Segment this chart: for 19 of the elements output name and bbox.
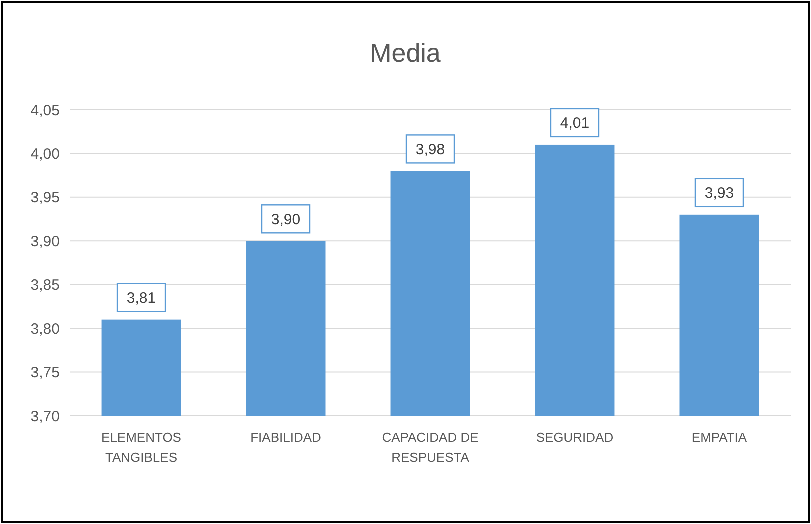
chart-title: Media	[370, 38, 442, 68]
data-label: 3,98	[416, 141, 446, 158]
data-label: 3,93	[704, 185, 734, 202]
x-tick-label: EMPATIA	[692, 430, 748, 445]
data-label: 3,90	[271, 211, 301, 228]
y-tick-label: 3,95	[30, 190, 60, 207]
y-tick-label: 3,85	[30, 277, 60, 294]
y-tick-label: 4,05	[30, 102, 60, 120]
y-tick-label: 3,75	[30, 364, 60, 382]
x-tick-label: ELEMENTOS TANGIBLES	[102, 430, 182, 465]
data-label: 3,81	[126, 290, 156, 308]
y-tick-label: 3,90	[30, 233, 60, 250]
y-tick-label: 4,00	[30, 146, 60, 163]
y-tick-label: 3,70	[30, 408, 60, 426]
x-tick-label: SEGURIDAD	[536, 430, 614, 445]
x-tick-label: FIABILIDAD	[250, 430, 322, 445]
y-tick-label: 3,80	[30, 320, 60, 338]
data-label: 4,01	[560, 115, 590, 132]
x-tick-label: CAPACIDAD DE RESPUESTA	[382, 430, 480, 465]
